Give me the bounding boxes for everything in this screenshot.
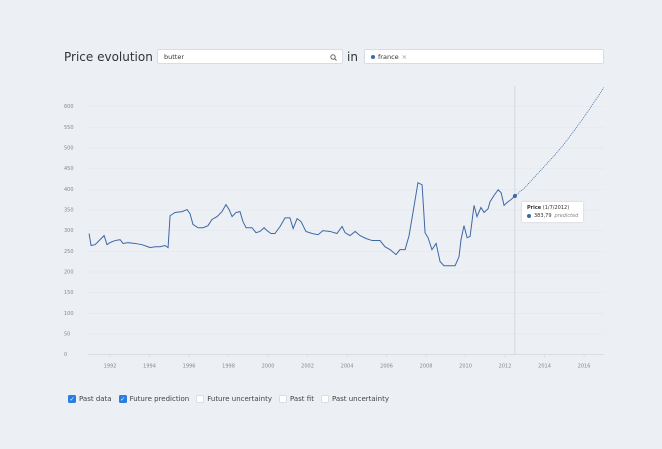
option[interactable]: Future uncertainty (196, 395, 272, 403)
search-icon (330, 54, 337, 61)
y-tick-label: 50 (64, 331, 70, 337)
x-tick-label: 2004 (341, 364, 354, 370)
y-tick-label: 550 (64, 125, 74, 131)
y-tick-label: 250 (64, 249, 74, 255)
title: Price evolution of (64, 50, 169, 64)
y-tick-label: 300 (64, 228, 74, 234)
x-tick-label: 1992 (104, 364, 117, 370)
x-tick-label: 1998 (222, 364, 235, 370)
option[interactable]: ✓ Future prediction (118, 395, 190, 403)
y-tick-label: 400 (64, 187, 74, 193)
checkbox[interactable] (278, 395, 287, 403)
tooltip-title: Price (527, 205, 542, 211)
tooltip-note: predicted (554, 213, 579, 219)
chip-text: france (378, 52, 399, 61)
chip-dot (371, 54, 375, 59)
checkbox[interactable]: ✓ (68, 395, 76, 403)
x-tick-label: 1994 (143, 364, 156, 370)
option-label: Past uncertainty (331, 395, 389, 403)
checkbox[interactable]: ✓ (118, 395, 127, 403)
connector: in (347, 50, 358, 64)
chip: france × (371, 53, 407, 61)
x-tick-label: 2016 (578, 364, 591, 370)
y-tick-label: 600 (64, 104, 74, 110)
tooltip-head: Price (1/7/2012) (527, 205, 578, 211)
tooltip-date: (1/7/2012) (542, 205, 570, 211)
x-tick-label: 2014 (538, 364, 551, 370)
y-tick-label: 500 (64, 145, 74, 151)
x-tick-label: 2000 (262, 364, 275, 370)
option-label: Past data (79, 395, 112, 403)
tooltip-dot (527, 214, 531, 218)
hover-point (512, 194, 517, 199)
y-tick-label: 350 (64, 207, 74, 213)
option-label: Future uncertainty (207, 395, 272, 403)
chip-close[interactable]: × (401, 52, 408, 61)
option-label: Past fit (289, 395, 314, 403)
option[interactable]: Past fit (278, 395, 314, 403)
x-tick-label: 1996 (183, 364, 196, 370)
y-tick-label: 100 (64, 311, 74, 317)
series-line (88, 181, 516, 267)
country-input[interactable]: france × (364, 49, 604, 64)
checkbox[interactable] (320, 395, 329, 403)
tooltip: Price (1/7/2012) 383,79 predicted (522, 202, 584, 222)
tooltip-value: 383,79 (534, 213, 552, 219)
search-text: butter (164, 52, 185, 61)
y-tick-label: 0 (64, 352, 67, 358)
search-input[interactable]: butter (157, 49, 343, 64)
x-tick-label: 2012 (499, 364, 512, 370)
x-tick-label: 2008 (420, 364, 433, 370)
x-tick-label: 2002 (301, 364, 314, 370)
y-tick-label: 200 (64, 269, 74, 275)
x-tick-label: 2010 (459, 364, 472, 370)
option-label: Future prediction (129, 395, 190, 403)
options: ✓ Past data ✓ Future prediction Future uncer… (68, 395, 389, 403)
x-tick-label: 2006 (380, 364, 393, 370)
y-tick-label: 150 (64, 290, 74, 296)
y-tick-label: 450 (64, 166, 74, 172)
option[interactable]: Past uncertainty (320, 395, 389, 403)
option[interactable]: ✓ Past data (68, 395, 112, 403)
tooltip-row: 383,79 predicted (527, 213, 578, 219)
series-line (514, 87, 605, 197)
checkbox[interactable] (196, 395, 205, 403)
